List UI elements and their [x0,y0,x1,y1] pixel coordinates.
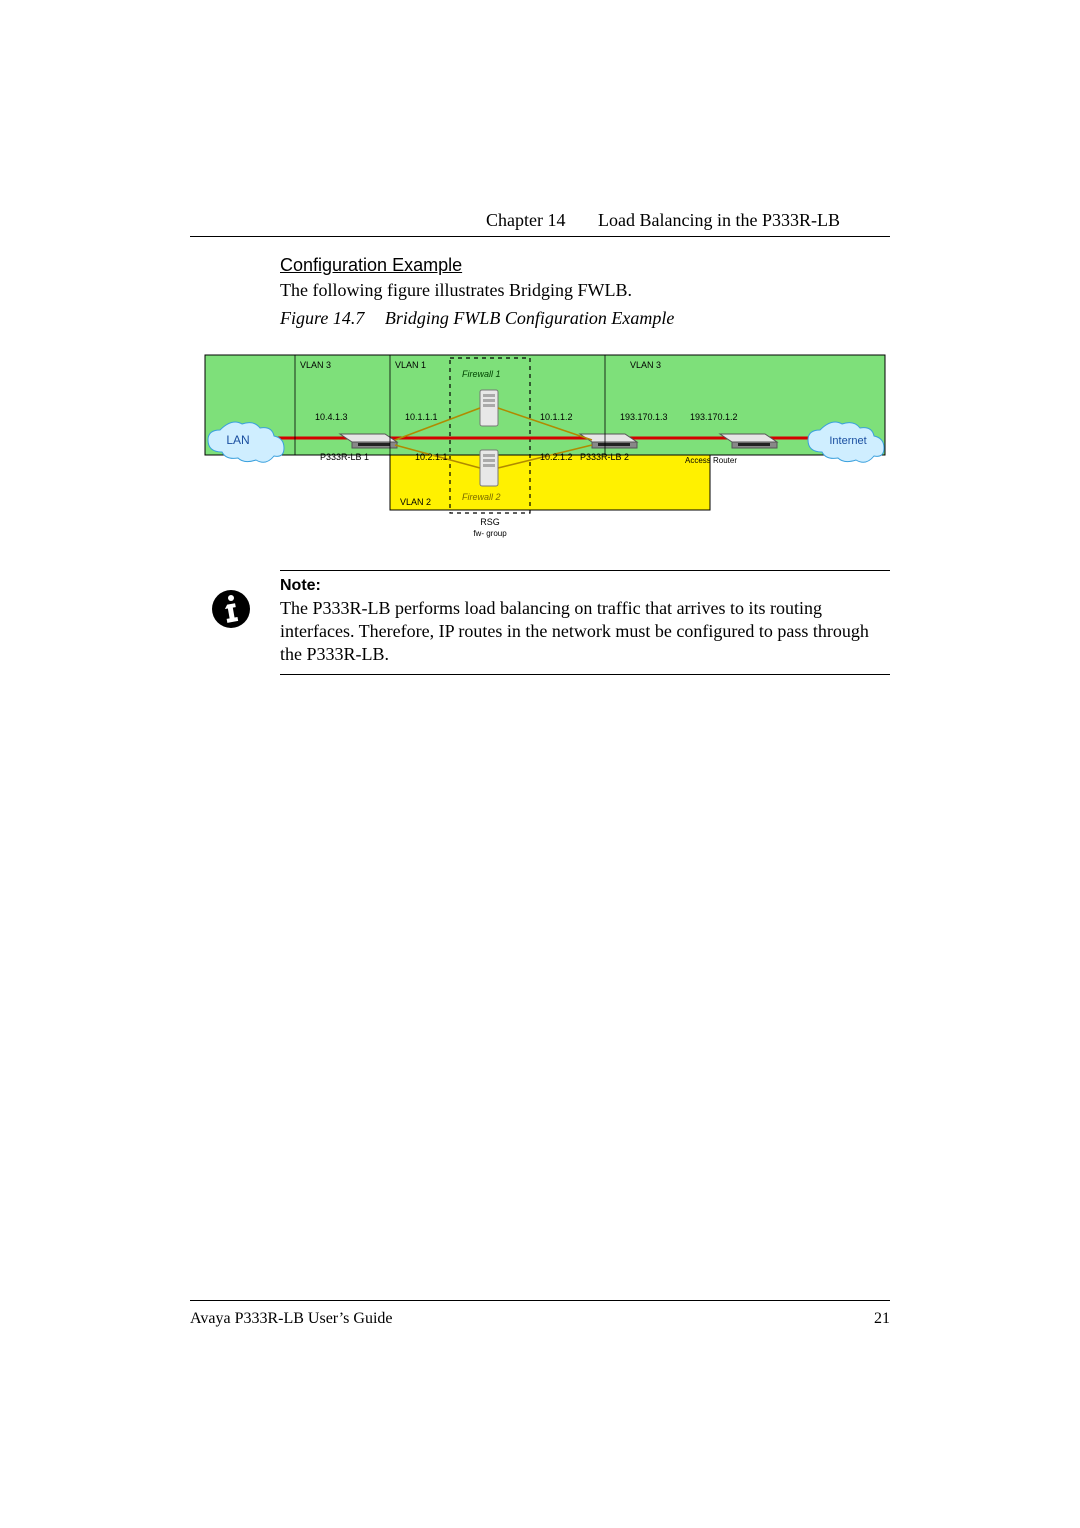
ip-10-1-1-1: 10.1.1.1 [405,412,438,422]
footer-guide-name: Avaya P333R-LB User’s Guide [190,1310,393,1328]
vlan3-right-label: VLAN 3 [630,360,661,370]
vlan-bottom-region [390,455,710,510]
note-rule-bottom [280,674,890,675]
lan-label: LAN [226,433,249,447]
header-rule [190,236,890,237]
chapter-number: Chapter 14 [486,210,565,230]
note-rule-top [280,570,890,571]
figure-label: Figure 14.7 [280,308,364,328]
section-intro: The following figure illustrates Bridgin… [280,280,632,301]
p333r-lb2-label: P333R-LB 2 [580,452,629,462]
figure-caption: Figure 14.7 Bridging FWLB Configuration … [280,308,674,329]
firewall-1 [480,390,498,426]
p333r-lb1-label: P333R-LB 1 [320,452,369,462]
ip-10-4-1-3: 10.4.1.3 [315,412,348,422]
note-label: Note: [280,577,890,595]
network-diagram: LAN Internet [200,350,890,550]
figure-title: Bridging FWLB Configuration Example [385,308,675,328]
firewall-2 [480,450,498,486]
chapter-title: Load Balancing in the P333R-LB [598,210,840,230]
footer-rule [190,1300,890,1301]
ip-193-170-1-3: 193.170.1.3 [620,412,668,422]
vlan1-label: VLAN 1 [395,360,426,370]
page: Chapter 14 Load Balancing in the P333R-L… [0,0,1080,1528]
vlan3-left-label: VLAN 3 [300,360,331,370]
vlan2-label: VLAN 2 [400,497,431,507]
access-router-label: Access Router [685,456,737,465]
ip-193-170-1-2: 193.170.1.2 [690,412,738,422]
ip-10-2-1-1: 10.2.1.1 [415,452,448,462]
page-number: 21 [874,1310,890,1328]
info-icon [210,588,252,635]
rsg-label: RSG [480,517,500,527]
section-title: Configuration Example [280,255,462,276]
diagram-svg: LAN Internet [200,350,890,550]
vlan-top-region [205,355,885,455]
ip-10-1-1-2: 10.1.1.2 [540,412,573,422]
firewall2-label: Firewall 2 [462,492,501,502]
note-block: Note: The P333R-LB performs load balanci… [280,570,890,681]
firewall1-label: Firewall 1 [462,369,501,379]
running-header: Chapter 14 Load Balancing in the P333R-L… [486,210,840,231]
internet-label: Internet [829,435,866,447]
ip-10-2-1-2: 10.2.1.2 [540,452,573,462]
fw-group-label: fw- group [473,529,507,538]
note-body: The P333R-LB performs load balancing on … [280,597,890,666]
